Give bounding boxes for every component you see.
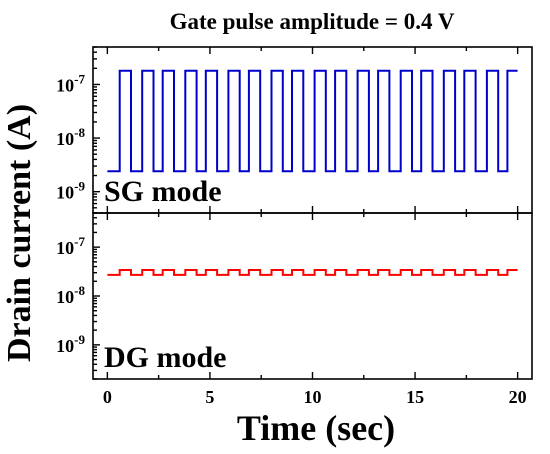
panel-sg-mode: 10-9 10-8 10-7 SG mode bbox=[56, 46, 533, 214]
y-tick-label: 10-9 bbox=[56, 179, 85, 203]
series-sg-line bbox=[107, 69, 518, 173]
x-axis-label: Time (sec) bbox=[237, 408, 395, 448]
x-tick-label: 15 bbox=[406, 387, 424, 407]
panel-dg-x-ticks: 0 5 10 15 20 bbox=[103, 213, 527, 407]
panel-dg-mode: 10-9 10-8 10-7 0 5 10 15 20 DG mode bbox=[56, 212, 533, 407]
x-tick-label: 10 bbox=[304, 387, 322, 407]
chart-title: Gate pulse amplitude = 0.4 V bbox=[170, 9, 455, 34]
x-tick-label: 5 bbox=[205, 387, 214, 407]
panel-sg-y-ticks: 10-9 10-8 10-7 bbox=[56, 46, 100, 214]
y-axis-label: Drain current (A) bbox=[1, 104, 38, 362]
panel-dg-y-ticks: 10-9 10-8 10-7 bbox=[56, 212, 100, 380]
y-tick-label: 10-9 bbox=[56, 332, 85, 356]
y-tick-label: 10-7 bbox=[56, 71, 85, 95]
series-dg-line bbox=[107, 269, 518, 276]
panel-dg-annotation: DG mode bbox=[104, 341, 227, 374]
y-tick-label: 10-8 bbox=[56, 125, 85, 149]
x-tick-label: 0 bbox=[103, 387, 112, 407]
y-tick-label: 10-7 bbox=[56, 234, 85, 258]
panel-sg-annotation: SG mode bbox=[104, 175, 222, 208]
y-tick-label: 10-8 bbox=[56, 283, 85, 307]
x-tick-label: 20 bbox=[509, 387, 527, 407]
